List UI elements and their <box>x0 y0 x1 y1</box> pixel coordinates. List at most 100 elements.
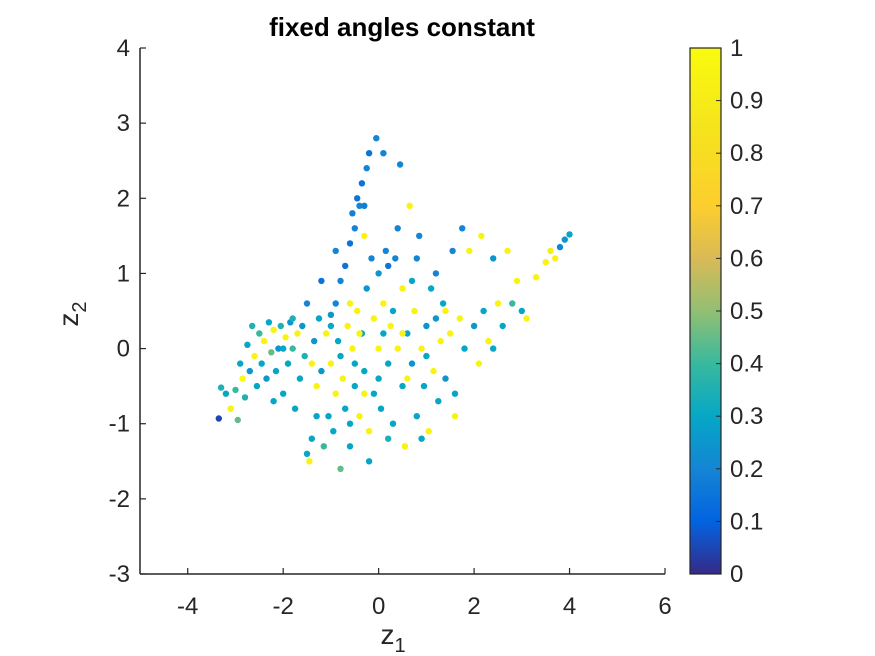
scatter-point <box>327 360 335 367</box>
scatter-point <box>282 334 289 341</box>
y-tick-label: 1 <box>117 260 130 287</box>
scatter-point <box>490 345 497 352</box>
scatter-point <box>346 300 354 307</box>
scatter-point <box>380 300 387 307</box>
scatter-point <box>354 307 361 315</box>
scatter-point <box>265 319 273 326</box>
scatter-point <box>456 315 463 322</box>
scatter-point <box>339 375 346 382</box>
x-axis-label: z1 <box>380 619 405 656</box>
scatter-point <box>416 232 423 240</box>
y-tick-label: -2 <box>109 486 130 513</box>
scatter-point <box>365 458 373 465</box>
scatter-point <box>389 420 397 427</box>
scatter-point <box>437 337 444 345</box>
scatter-point <box>349 210 356 217</box>
scatter-point <box>301 352 308 360</box>
scatter-point <box>380 150 387 157</box>
scatter-point <box>470 322 478 330</box>
scatter-point <box>258 360 265 367</box>
chart-title: fixed angles constant <box>269 12 535 42</box>
scatter-point <box>270 326 277 333</box>
x-ticks: -4 -2 0 2 4 6 <box>177 568 672 620</box>
scatter-point <box>566 231 573 238</box>
scatter-point <box>344 322 351 330</box>
scatter-point <box>325 413 332 420</box>
scatter-point <box>404 375 411 382</box>
scatter-point <box>461 345 468 352</box>
y-tick-label: -1 <box>109 411 130 438</box>
scatter-point <box>432 315 440 322</box>
scatter-point <box>361 367 368 375</box>
scatter-point <box>408 277 416 285</box>
x-tick-label: -4 <box>177 593 198 620</box>
scatter-point <box>363 285 370 292</box>
scatter-point <box>280 345 287 352</box>
scatter-point <box>442 307 449 315</box>
colorbar-tick-label: 0.4 <box>730 351 763 378</box>
scatter-point <box>284 360 292 367</box>
scatter-point <box>349 345 356 352</box>
scatter-point <box>442 375 449 382</box>
scatter-point <box>303 300 311 307</box>
scatter-point <box>556 243 564 251</box>
scatter-point <box>432 270 440 277</box>
scatter-point <box>296 375 304 382</box>
colorbar-ticks: 0 0.1 0.2 0.3 0.4 0.5 0.6 0.7 0.8 0.9 1 <box>716 35 763 588</box>
x-tick-label: -2 <box>273 593 294 620</box>
scatter-point <box>408 360 416 367</box>
scatter-point <box>523 315 530 322</box>
colorbar: 0 0.1 0.2 0.3 0.4 0.5 0.6 0.7 0.8 0.9 1 <box>689 35 763 588</box>
scatter-point <box>315 315 323 322</box>
scatter-point <box>399 330 406 337</box>
scatter-point <box>375 375 382 382</box>
scatter-point <box>320 443 327 450</box>
scatter-point <box>356 202 363 209</box>
scatter-point <box>399 382 406 390</box>
scatter-point <box>217 384 225 391</box>
scatter-point <box>334 337 342 345</box>
y-axis-label-base: z <box>53 313 84 327</box>
scatter-point <box>291 405 299 412</box>
scatter-point <box>337 277 344 285</box>
scatter-point <box>260 337 268 345</box>
y-tick-label: 3 <box>117 110 130 137</box>
scatter-point <box>294 330 301 337</box>
scatter-point <box>318 367 325 375</box>
x-tick-label: 6 <box>658 593 671 620</box>
colorbar-tick-label: 0.1 <box>730 508 763 535</box>
scatter-point <box>356 413 363 420</box>
x-tick-label: 2 <box>467 593 480 620</box>
colorbar-tick-label: 0.8 <box>730 140 763 167</box>
scatter-point <box>330 428 337 435</box>
scatter-point <box>275 345 282 352</box>
scatter-point <box>475 360 483 367</box>
colorbar-tick-label: 0.6 <box>730 245 763 272</box>
scatter-point <box>351 382 358 390</box>
scatter-point <box>373 135 380 142</box>
scatter-point <box>227 405 234 412</box>
scatter-point <box>246 367 253 375</box>
colorbar-gradient <box>689 47 722 575</box>
scatter-point <box>346 420 354 427</box>
scatter-point <box>561 236 568 243</box>
x-tick-label: 0 <box>372 593 385 620</box>
scatter-point <box>337 352 344 360</box>
scatter-point <box>237 360 244 367</box>
scatter-point <box>239 375 246 382</box>
y-axis-label: z2 <box>53 301 91 326</box>
scatter-point <box>439 300 447 307</box>
scatter-point <box>485 337 492 345</box>
scatter-point <box>399 285 406 292</box>
scatter-point <box>418 345 425 352</box>
scatter-point <box>385 435 392 442</box>
scatter-point <box>513 277 521 285</box>
scatter-point <box>358 180 366 187</box>
colorbar-tick-label: 0.2 <box>730 456 763 483</box>
scatter-point <box>332 390 339 397</box>
scatter-point <box>251 352 258 360</box>
scatter-point <box>351 360 358 367</box>
scatter-point <box>327 311 335 318</box>
scatter-point <box>504 247 511 255</box>
scatter-point <box>425 428 432 435</box>
